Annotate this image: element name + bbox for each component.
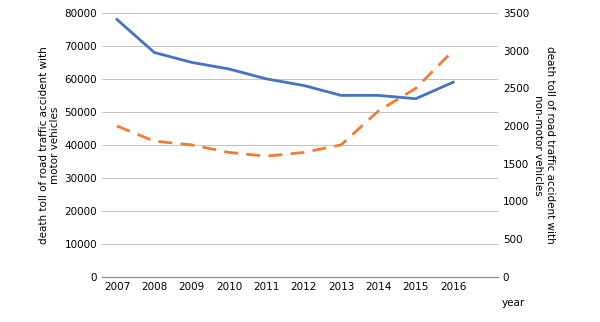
- Y-axis label: death toll of road traffic accident with
motor vehicles: death toll of road traffic accident with…: [39, 46, 61, 244]
- Y-axis label: death toll of road traffic accident with
non-motor vehicles: death toll of road traffic accident with…: [533, 46, 555, 244]
- Text: year: year: [502, 298, 525, 308]
